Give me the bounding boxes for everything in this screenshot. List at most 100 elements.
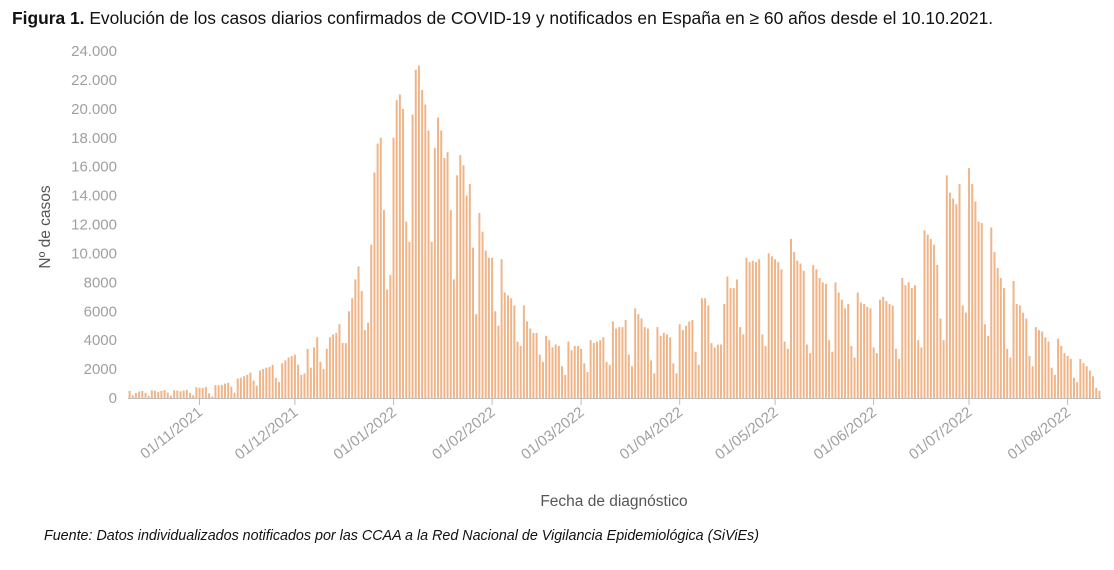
bar <box>961 305 964 398</box>
y-tick-label: 4000 <box>84 332 117 349</box>
bar <box>389 275 392 398</box>
bar <box>360 291 363 398</box>
bar <box>920 347 923 398</box>
bar <box>382 210 385 398</box>
bar <box>316 337 319 398</box>
bar <box>561 366 564 398</box>
bar <box>866 306 869 398</box>
x-axis: 01/11/2021 01/12/2021 01/01/2022 01/02/2022… <box>137 398 1074 463</box>
y-tick-label: 8000 <box>84 274 117 291</box>
bar <box>761 334 764 398</box>
bar <box>344 343 347 398</box>
bar <box>573 345 576 398</box>
bar <box>809 353 812 398</box>
bar <box>742 334 745 398</box>
bar <box>665 334 668 398</box>
bar <box>414 69 417 399</box>
bar <box>195 387 198 398</box>
bar <box>631 366 633 398</box>
bar <box>1044 337 1047 398</box>
bar <box>1031 366 1034 398</box>
bar <box>945 175 948 398</box>
bar <box>487 257 490 398</box>
bar <box>910 288 913 398</box>
bar <box>805 344 808 398</box>
bar <box>602 337 605 398</box>
bar <box>338 324 341 398</box>
bar <box>837 292 840 398</box>
bar <box>1057 338 1060 398</box>
bar <box>239 377 242 398</box>
bar <box>392 137 395 398</box>
bar <box>150 390 153 398</box>
y-axis-label: Nº de casos <box>37 185 54 268</box>
y-tick-label: 10.000 <box>71 245 117 262</box>
bar <box>675 373 678 398</box>
bar <box>274 377 277 398</box>
bar <box>303 373 306 398</box>
bar <box>281 363 284 398</box>
bar <box>341 343 344 398</box>
bar <box>224 383 226 398</box>
figure-label: Figura 1. <box>12 8 85 28</box>
bar <box>459 155 462 398</box>
bar <box>293 354 296 399</box>
bar <box>971 184 974 398</box>
bar <box>554 344 557 398</box>
bar <box>872 347 875 398</box>
bar <box>557 345 560 398</box>
bar <box>185 389 188 398</box>
bar <box>287 357 290 398</box>
bar <box>541 361 544 398</box>
bar <box>1072 377 1075 398</box>
bar <box>1034 327 1037 398</box>
bar <box>933 244 936 398</box>
bar <box>478 212 481 398</box>
bar <box>1050 367 1053 398</box>
bar <box>1095 387 1098 398</box>
bar <box>859 302 862 398</box>
y-tick-label: 24.000 <box>71 43 117 60</box>
bar <box>456 175 459 398</box>
bar <box>1018 305 1021 398</box>
bar <box>672 363 675 398</box>
bar <box>532 332 535 398</box>
bar <box>1003 288 1005 398</box>
bar <box>576 345 579 398</box>
bar <box>233 392 236 398</box>
bar <box>640 318 643 398</box>
bar <box>634 308 637 398</box>
bar <box>475 314 478 398</box>
bar <box>147 395 150 398</box>
figure-title-text: Evolución de los casos diarios confirmad… <box>89 8 994 28</box>
bar <box>755 262 757 398</box>
bar <box>646 328 649 398</box>
bar <box>189 392 191 398</box>
bar <box>173 390 176 398</box>
bar <box>802 270 805 398</box>
bar <box>300 374 303 398</box>
bar <box>888 304 891 398</box>
bar <box>669 337 672 398</box>
bar <box>777 262 780 398</box>
y-tick-label: 16.000 <box>71 159 117 176</box>
y-tick-label: 6000 <box>84 303 117 320</box>
bar <box>427 130 430 398</box>
bar <box>268 366 271 398</box>
bar <box>500 259 503 398</box>
bar <box>230 386 233 398</box>
bar <box>1098 390 1101 398</box>
bar <box>815 269 818 398</box>
bar <box>332 334 335 398</box>
bars-group <box>128 65 1101 399</box>
figure-source: Fuente: Datos individualizados notificad… <box>44 528 759 544</box>
bar <box>354 279 357 398</box>
bar <box>169 395 172 398</box>
bar <box>1053 374 1056 398</box>
bar <box>688 321 691 398</box>
bar <box>179 391 182 398</box>
bar <box>262 369 265 398</box>
bar <box>424 104 427 398</box>
bar <box>306 348 309 398</box>
bar <box>964 312 967 398</box>
